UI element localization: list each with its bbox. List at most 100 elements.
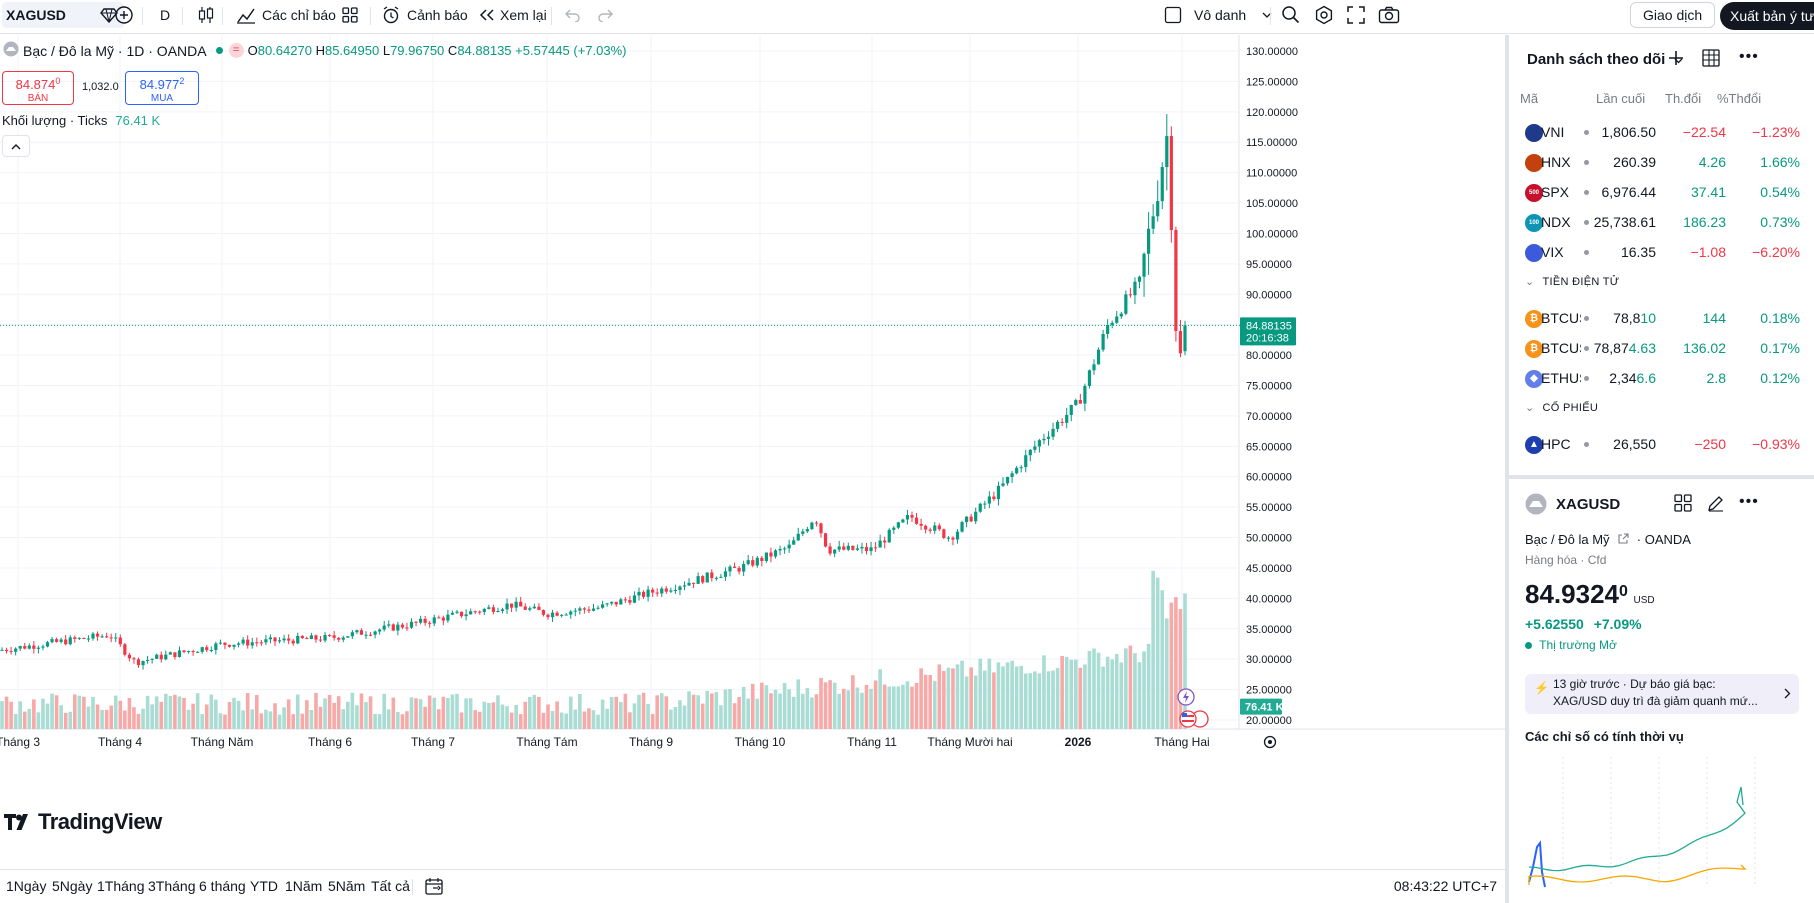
clock-timezone[interactable]: 08:43:22 UTC+7 xyxy=(1393,878,1497,894)
detail-exchange[interactable]: OANDA xyxy=(1644,532,1691,547)
detail-edit-button[interactable] xyxy=(1706,493,1726,516)
volume-bar xyxy=(637,694,641,729)
detail-divider[interactable] xyxy=(1509,475,1814,479)
volume-bar xyxy=(591,710,596,729)
candle-body xyxy=(1087,370,1092,386)
tradingview-logo[interactable]: TradingView xyxy=(4,809,162,835)
watchlist-row[interactable]: ◆ETHUS 2,346.6 2.8 0.12% xyxy=(1509,363,1814,393)
symbol-search-button[interactable]: XAGUSD xyxy=(2,2,124,28)
volume-bar xyxy=(195,693,200,729)
layout-checkbox[interactable] xyxy=(1164,0,1182,30)
redo-button[interactable] xyxy=(597,0,613,30)
x-tick-label: Tháng 3 xyxy=(0,735,40,749)
candle-body xyxy=(450,612,455,615)
y-tick-label: 55.00000 xyxy=(1246,502,1292,514)
volume-bar xyxy=(1033,671,1037,729)
detail-symbol[interactable]: XAGUSD xyxy=(1556,496,1621,513)
watchlist-section-header[interactable]: ⌄ CỔ PHIẾU xyxy=(1525,401,1598,414)
quick-search-button[interactable] xyxy=(1281,0,1301,30)
sell-button[interactable]: 84.8740 BÁN xyxy=(2,71,74,105)
volume-bar xyxy=(1078,667,1083,729)
detail-layout-button[interactable] xyxy=(1673,493,1693,516)
settings-button[interactable] xyxy=(1314,0,1334,30)
col-symbol[interactable]: Mã xyxy=(1520,91,1539,106)
more-options-icon[interactable]: ••• xyxy=(1739,48,1759,65)
goto-date-button[interactable] xyxy=(424,877,444,898)
alerts-button[interactable]: Cảnh báo xyxy=(381,0,468,30)
templates-button[interactable] xyxy=(341,0,359,30)
indicators-button[interactable]: Các chỉ báo xyxy=(236,0,336,30)
watchlist-row[interactable]: VIX 16.35 −1.08 −6.20% xyxy=(1509,237,1814,267)
watchlist-row[interactable]: HNX 260.39 4.26 1.66% xyxy=(1509,147,1814,177)
market-status[interactable]: Thị trường Mở xyxy=(1525,638,1617,652)
y-tick-label: 35.00000 xyxy=(1246,624,1292,636)
volume-bar xyxy=(336,696,341,729)
y-tick-label: 90.00000 xyxy=(1246,289,1292,301)
col-change-pct[interactable]: %Thđổi xyxy=(1717,91,1762,106)
watchlist-row[interactable]: VNI 1,806.50 −22.54 −1.23% xyxy=(1509,117,1814,147)
candle-body xyxy=(428,622,432,624)
candle-body xyxy=(842,546,846,550)
detail-name[interactable]: Bạc / Đô la Mỹ xyxy=(1525,532,1610,547)
publish-button[interactable]: Xuất bản ý tư xyxy=(1720,2,1814,30)
volume-bar xyxy=(236,700,241,729)
advanced-view-button[interactable] xyxy=(1701,48,1721,71)
range-5d-button[interactable]: 5Ngày xyxy=(52,878,93,894)
candle-body xyxy=(710,572,714,579)
trade-button[interactable]: Giao dịch xyxy=(1630,2,1716,28)
panel-divider[interactable] xyxy=(1505,35,1509,903)
fullscreen-icon xyxy=(1347,6,1365,24)
more-options-icon[interactable]: ••• xyxy=(1739,493,1759,510)
detail-price: 84.93240 USD xyxy=(1525,579,1655,610)
volume-bar xyxy=(505,706,509,729)
volume-bar xyxy=(73,694,77,729)
range-1y-button[interactable]: 1Năm xyxy=(285,878,323,894)
chart-area[interactable]: 130.00000 125.00000 120.00000 115.00000 110.… xyxy=(0,35,1505,869)
watchlist-section-header[interactable]: ⌄ TIỀN ĐIỆN TỬ xyxy=(1525,275,1620,288)
col-last[interactable]: Lần cuối xyxy=(1596,91,1646,106)
watchlist-row[interactable]: ₿BTCUS 78,874.63 136.02 0.17% xyxy=(1509,333,1814,363)
row-last-value: 26,550 xyxy=(1613,436,1656,452)
candle-body xyxy=(105,636,109,638)
row-last: 6,976.44 xyxy=(1602,184,1657,200)
volume-bar xyxy=(1183,593,1187,729)
replay-button[interactable]: Xem lại xyxy=(478,0,547,30)
layout-name-button[interactable]: Vô danh xyxy=(1194,0,1272,30)
range-1m-button[interactable]: 1Tháng xyxy=(97,878,145,894)
seasonals-chart[interactable] xyxy=(1515,747,1805,897)
volume-bar xyxy=(532,694,537,729)
watchlist-title-button[interactable]: Danh sách theo dõi xyxy=(1527,51,1683,68)
snapshot-button[interactable] xyxy=(1378,0,1400,30)
candle-body xyxy=(155,654,159,659)
watchlist-row[interactable]: ▲ HPC 26,550 −250 −0.93% xyxy=(1509,429,1814,459)
buy-button[interactable]: 84.9772 MUA xyxy=(125,71,199,105)
chart-type-button[interactable] xyxy=(197,0,215,30)
range-5y-button[interactable]: 5Năm xyxy=(328,878,366,894)
range-3m-button[interactable]: 3Tháng xyxy=(148,878,196,894)
range-ytd-button[interactable]: YTD xyxy=(250,878,278,894)
undo-button[interactable] xyxy=(565,0,581,30)
detail-change-pct: +7.09% xyxy=(1593,616,1642,632)
watchlist-row[interactable]: ₿BTCUS 78,810 144 0.18% xyxy=(1509,303,1814,333)
fullscreen-button[interactable] xyxy=(1347,0,1365,30)
candle-body xyxy=(268,637,273,640)
price-chart[interactable]: 130.00000 125.00000 120.00000 115.00000 110.… xyxy=(0,35,1505,869)
interval-button[interactable]: D xyxy=(160,0,170,30)
news-card[interactable]: ⚡ 13 giờ trước · Dự báo giá bạc: XAG/USD… xyxy=(1525,674,1799,714)
col-change[interactable]: Th.đổi xyxy=(1665,91,1702,106)
range-1d-button[interactable]: 1Ngày xyxy=(6,878,47,894)
btcus-icon: ₿ xyxy=(1525,310,1543,328)
seasonals-title[interactable]: Các chỉ số có tính thời vụ xyxy=(1525,729,1684,744)
watchlist-row[interactable]: 500 SPX 6,976.44 37.41 0.54% xyxy=(1509,177,1814,207)
range-6m-button[interactable]: 6 tháng xyxy=(199,878,246,894)
candle-body xyxy=(337,637,341,640)
add-symbol-button[interactable] xyxy=(1667,49,1685,70)
collapse-legend-button[interactable] xyxy=(2,135,30,157)
hnx-icon xyxy=(1525,154,1543,172)
volume-bar xyxy=(282,707,286,729)
watchlist-row[interactable]: 100 NDX 25,738.61 186.23 0.73% xyxy=(1509,207,1814,237)
compare-plus-button[interactable] xyxy=(114,0,134,30)
candle-body xyxy=(496,610,500,612)
candle-body xyxy=(864,546,869,552)
range-all-button[interactable]: Tất cả xyxy=(371,878,410,894)
